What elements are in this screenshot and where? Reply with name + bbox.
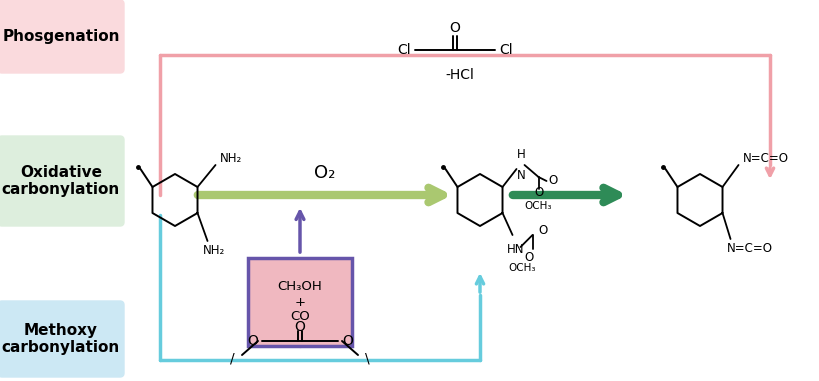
Text: O: O [524, 251, 533, 264]
Text: O: O [535, 187, 544, 200]
Text: /: / [230, 352, 235, 366]
Text: O: O [342, 334, 353, 348]
Text: NH₂: NH₂ [202, 245, 224, 258]
Text: Cl: Cl [397, 43, 411, 57]
Text: O: O [549, 174, 558, 187]
Bar [248, 258, 352, 346]
Text: Oxidative
carbonylation: Oxidative carbonylation [2, 165, 120, 197]
Text: Cl: Cl [499, 43, 513, 57]
Text: Phosgenation: Phosgenation [2, 29, 120, 44]
Text: OCH₃: OCH₃ [509, 263, 536, 273]
Text: N: N [517, 169, 525, 182]
Text: H: H [517, 148, 525, 161]
Text: O: O [247, 334, 258, 348]
Text: O: O [450, 21, 460, 35]
FancyBboxPatch shape [0, 301, 124, 377]
Text: N=C=O: N=C=O [743, 152, 789, 165]
Text: O: O [539, 224, 548, 237]
Text: Methoxy
carbonylation: Methoxy carbonylation [2, 323, 120, 355]
Text: N=C=O: N=C=O [726, 242, 772, 256]
Text: -HCl: -HCl [446, 68, 474, 82]
Text: \: \ [365, 352, 369, 366]
FancyBboxPatch shape [0, 0, 124, 73]
Text: NH₂: NH₂ [219, 152, 242, 165]
Text: O: O [295, 320, 305, 334]
FancyBboxPatch shape [0, 136, 124, 226]
Text: CH₃OH
+
CO: CH₃OH + CO [278, 280, 323, 323]
Text: HN: HN [506, 243, 524, 256]
Text: OCH₃: OCH₃ [525, 201, 552, 211]
Text: O₂: O₂ [314, 164, 336, 182]
